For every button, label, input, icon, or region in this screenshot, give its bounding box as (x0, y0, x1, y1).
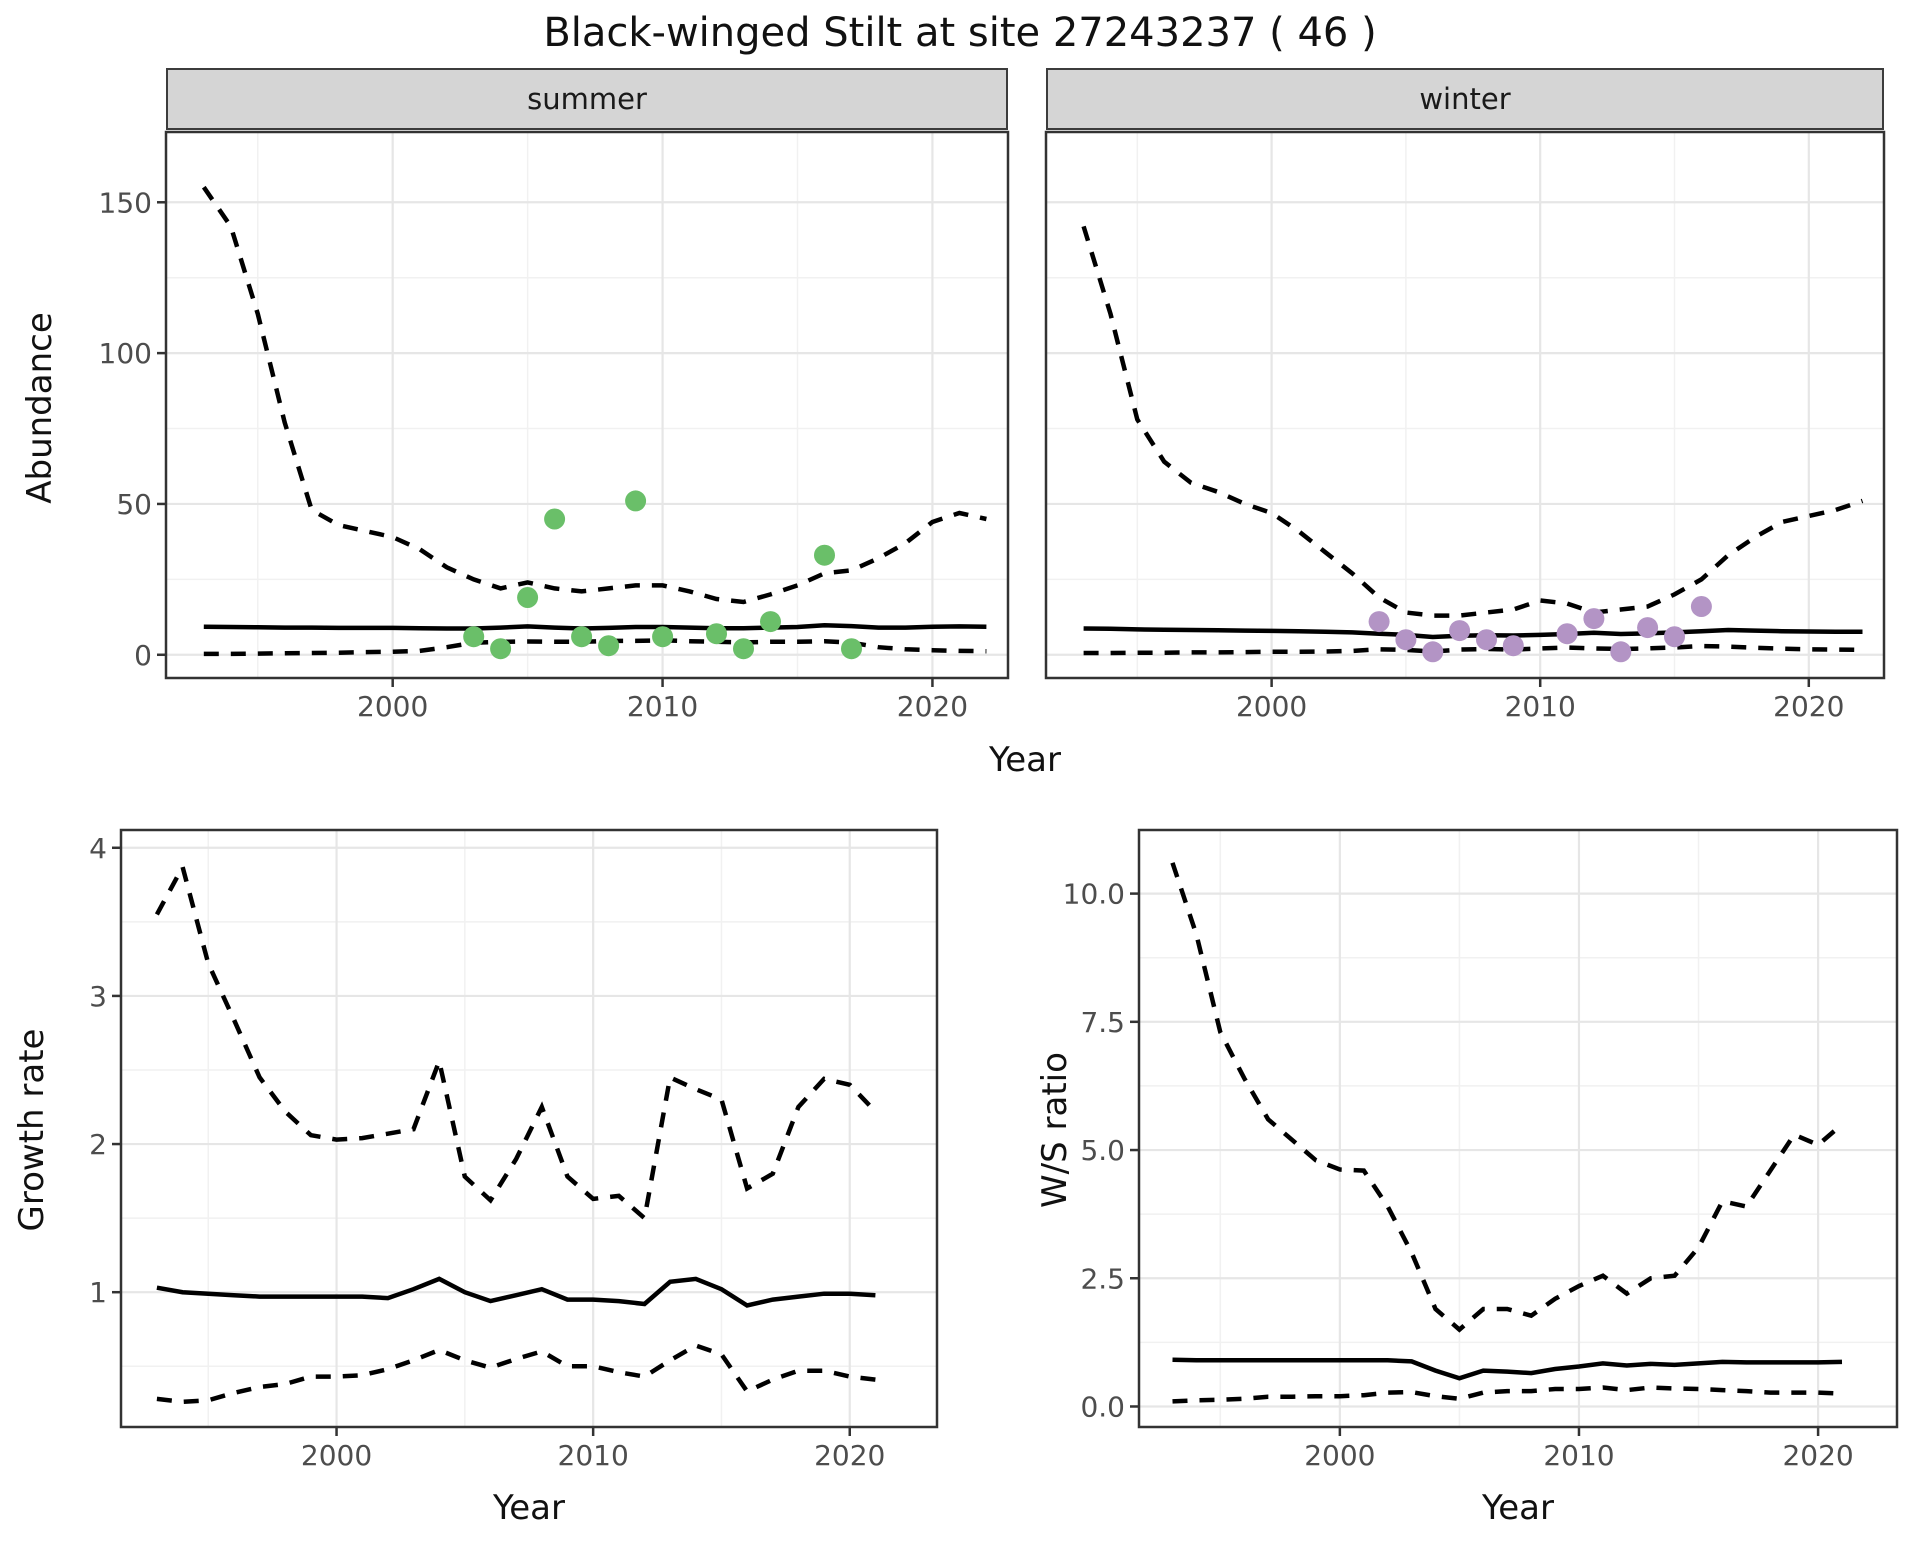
svg-text:2010: 2010 (1543, 1439, 1614, 1472)
chart-title: Black-winged Stilt at site 27243237 ( 46… (543, 10, 1377, 56)
ws-ratio-y-axis-title: W/S ratio (1035, 1052, 1075, 1208)
svg-text:2010: 2010 (1505, 690, 1576, 723)
facet-strip-summer-label: summer (527, 82, 647, 116)
svg-text:2010: 2010 (558, 1439, 629, 1472)
svg-text:2010: 2010 (627, 690, 698, 723)
svg-text:2020: 2020 (814, 1439, 885, 1472)
ws-ratio-x-axis-title: Year (1482, 1488, 1554, 1528)
svg-text:150: 150 (99, 186, 152, 219)
svg-text:50: 50 (116, 488, 152, 521)
svg-text:10.0: 10.0 (1063, 878, 1125, 911)
facet-strip-winter-label: winter (1419, 82, 1511, 116)
svg-text:4: 4 (89, 832, 107, 865)
top-x-axis-title: Year (989, 740, 1061, 780)
svg-text:2000: 2000 (301, 1439, 372, 1472)
svg-text:2000: 2000 (1236, 690, 1307, 723)
svg-text:2020: 2020 (1782, 1439, 1853, 1472)
svg-text:100: 100 (99, 337, 152, 370)
abundance-y-axis-title: Abundance (20, 312, 60, 504)
growth-rate-y-axis-title: Growth rate (12, 1028, 52, 1232)
svg-text:0.0: 0.0 (1080, 1390, 1125, 1423)
svg-text:5.0: 5.0 (1080, 1134, 1125, 1167)
svg-text:7.5: 7.5 (1080, 1006, 1125, 1039)
growth-rate-x-axis-title: Year (493, 1488, 565, 1528)
svg-text:0: 0 (134, 639, 152, 672)
growth-rate-chart: 2000 2010 2020 1 2 3 4 (89, 828, 939, 1472)
svg-text:2020: 2020 (1773, 690, 1844, 723)
ws-ratio-chart: 2000 2010 2020 0.0 2.5 5.0 7.5 10.0 (1063, 828, 1899, 1472)
svg-text:2: 2 (89, 1128, 107, 1161)
abundance-summer-chart: 2000 2010 2020 0 50 100 150 (99, 130, 1010, 723)
svg-text:2000: 2000 (1304, 1439, 1375, 1472)
abundance-winter-chart: 2000 2010 2020 (1044, 130, 1886, 723)
svg-text:2020: 2020 (897, 690, 968, 723)
svg-text:1: 1 (89, 1276, 107, 1309)
facet-strip-winter: winter (1046, 68, 1884, 130)
facet-strip-summer: summer (166, 68, 1008, 130)
svg-text:2000: 2000 (357, 690, 428, 723)
svg-text:3: 3 (89, 980, 107, 1013)
svg-text:2.5: 2.5 (1080, 1262, 1125, 1295)
